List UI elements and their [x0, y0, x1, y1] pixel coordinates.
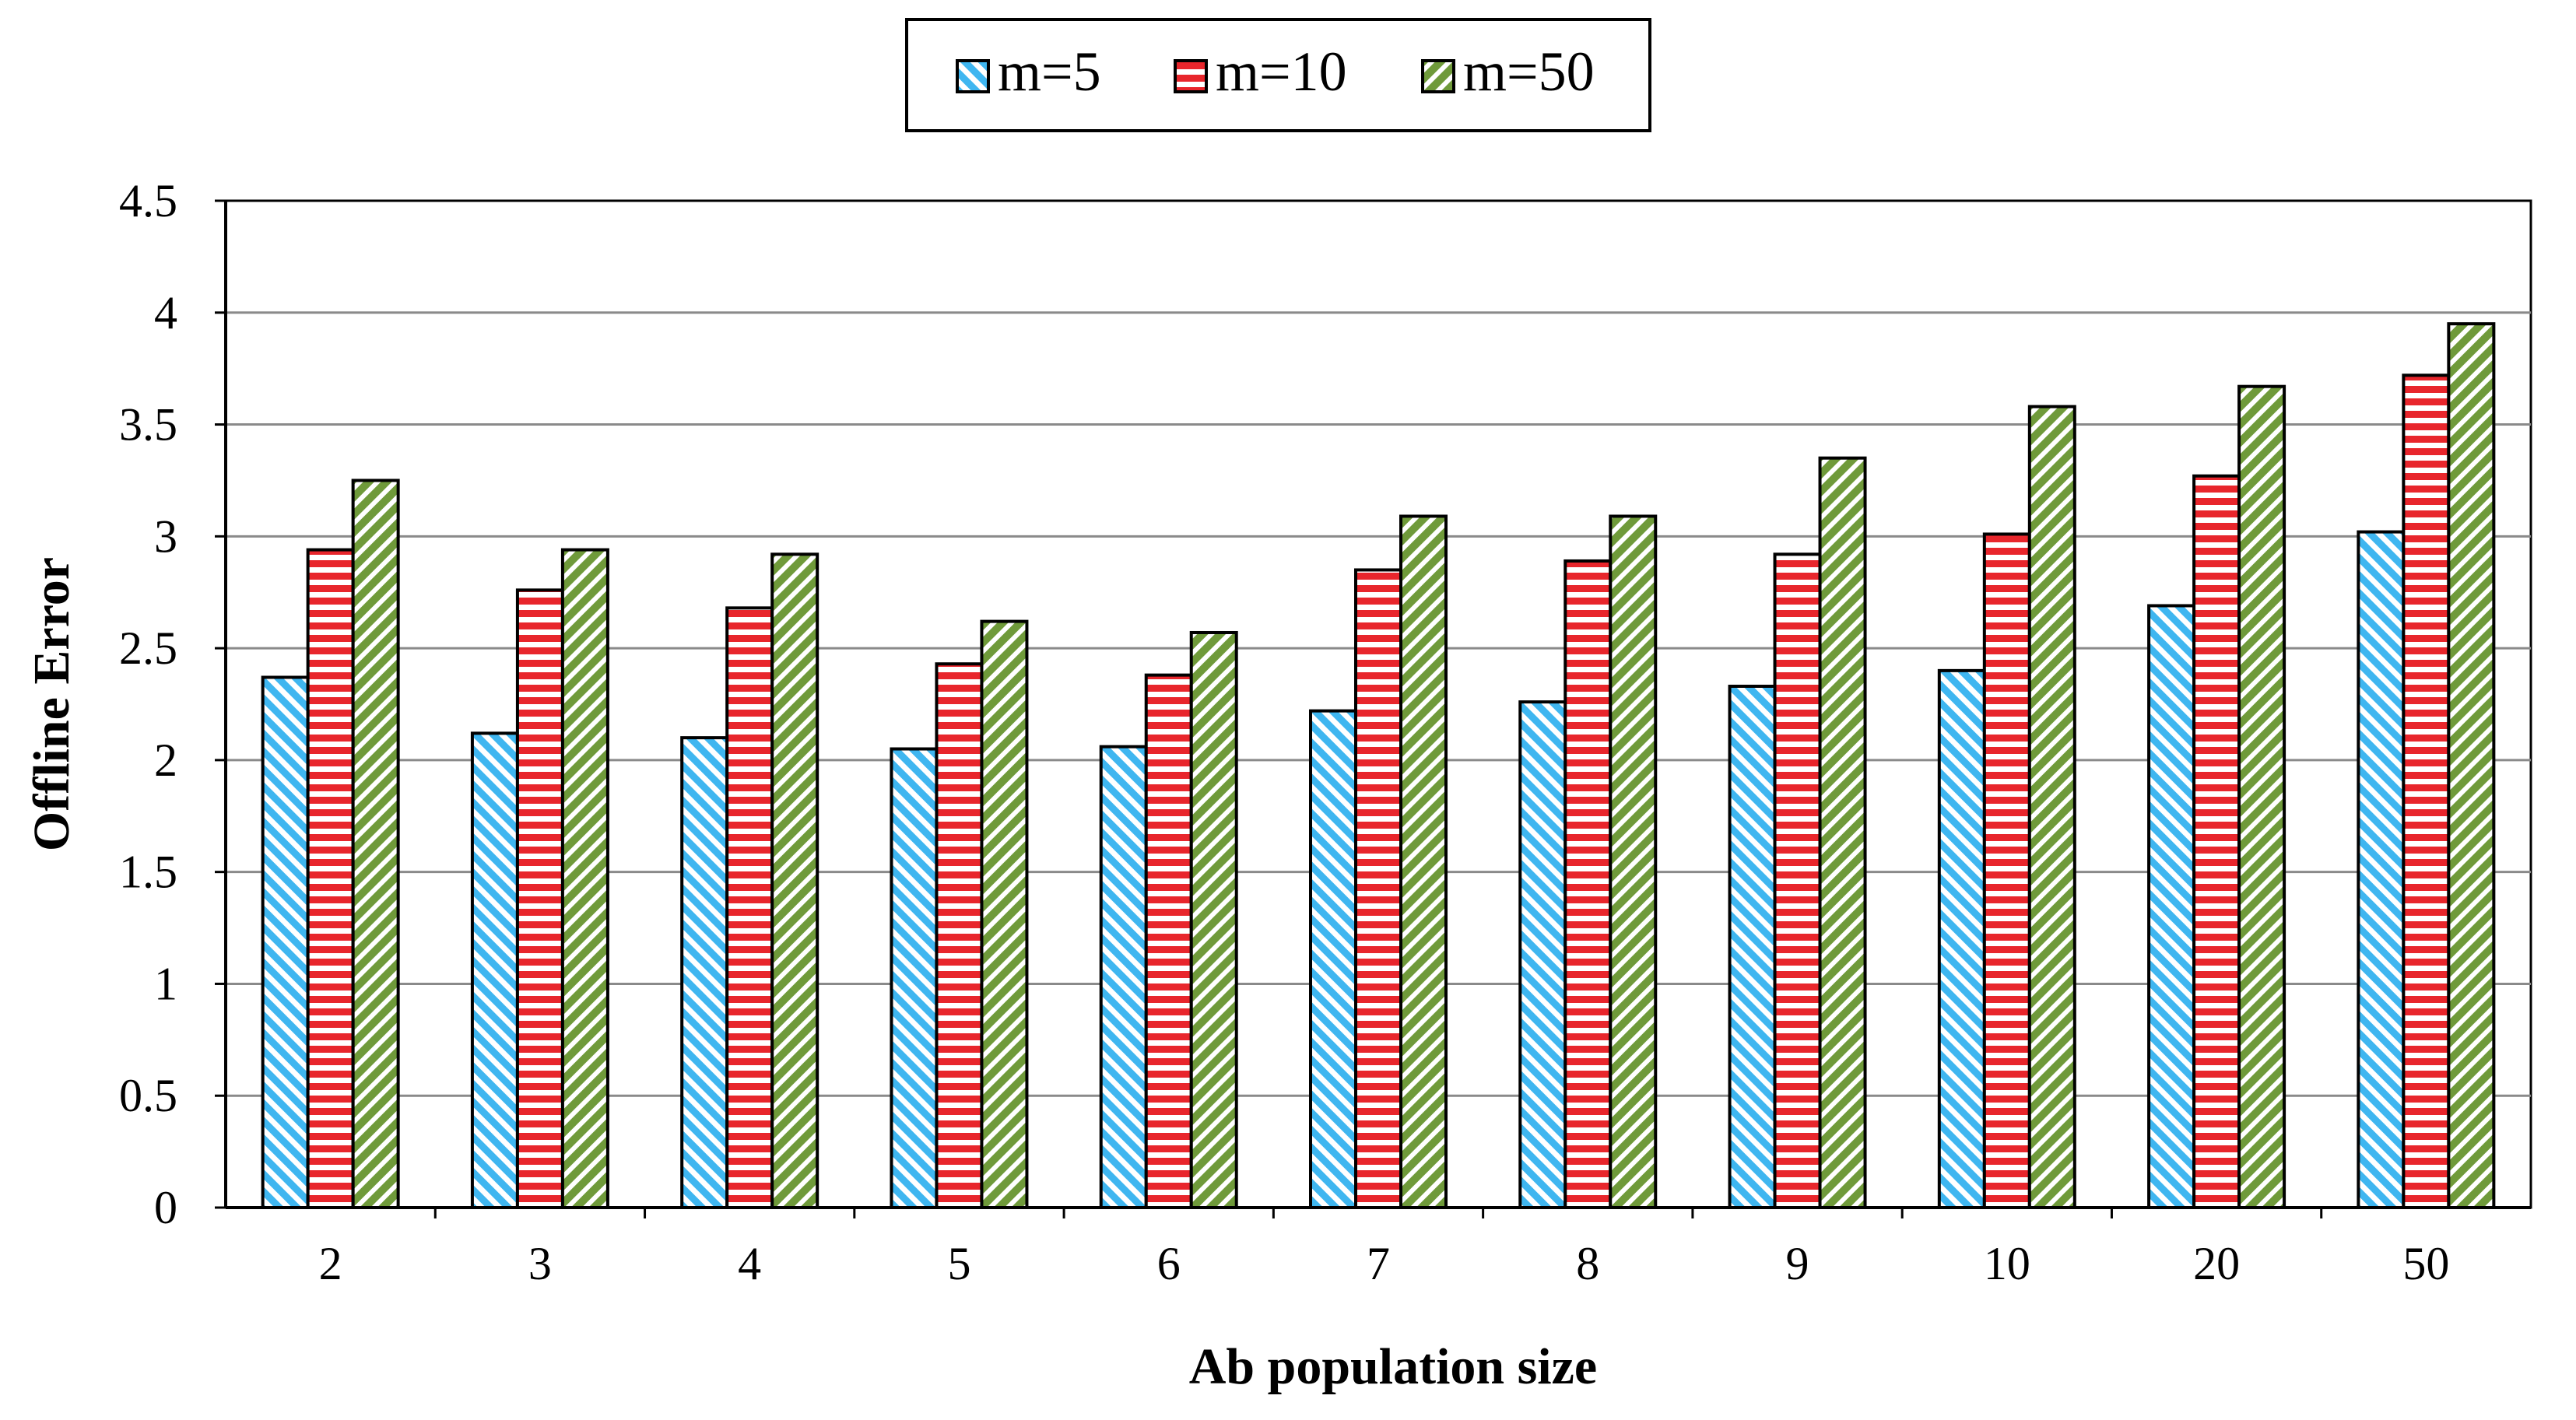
bar-m5-6: [1099, 745, 1148, 1209]
legend-frame: [905, 18, 1651, 132]
bar-m10-50: [2402, 373, 2451, 1209]
bar-m10-4: [725, 606, 774, 1209]
legend-swatch-m5: [956, 59, 990, 93]
bar-m10-10: [1982, 532, 2031, 1209]
bar-m50-8: [1609, 514, 1658, 1209]
x-tick-label: 7: [1367, 1238, 1390, 1289]
legend-swatch-m50: [1421, 59, 1455, 93]
x-tick-label: 3: [528, 1238, 552, 1289]
y-tick-label: 4.5: [119, 175, 177, 226]
legend-label-m50: m=50: [1463, 40, 1595, 103]
bar-m5-10: [1937, 668, 1986, 1209]
bar-m10-3: [515, 588, 564, 1209]
bars: [261, 322, 2496, 1210]
bar-m10-9: [1773, 552, 1822, 1209]
bar-m5-7: [1309, 709, 1357, 1209]
x-tick-label: 50: [2402, 1238, 2449, 1289]
x-tick-label: 6: [1157, 1238, 1181, 1289]
y-tick-label: 0: [154, 1182, 177, 1233]
bar-m5-2: [261, 675, 310, 1209]
bar-m5-9: [1728, 684, 1777, 1209]
x-axis-title: Ab population size: [1189, 1338, 1597, 1395]
bar-m50-50: [2447, 322, 2496, 1210]
x-tick-label: 20: [2193, 1238, 2240, 1289]
y-tick-label: 2.5: [119, 622, 177, 674]
bar-m50-7: [1399, 514, 1448, 1209]
x-tick-label: 10: [1984, 1238, 2030, 1289]
y-tick-label: 0.5: [119, 1070, 177, 1121]
x-axis-ticks: 2 3 4 5 6 7 8 9 10 20 50: [319, 1208, 2449, 1289]
bar-m10-8: [1563, 559, 1613, 1209]
legend-swatch-m10: [1174, 59, 1208, 93]
bar-m10-2: [306, 548, 355, 1209]
y-tick-label: 1: [154, 958, 177, 1009]
y-axis-title: Offline Error: [23, 557, 80, 851]
bar-m10-5: [935, 662, 984, 1209]
bar-m50-10: [2027, 405, 2076, 1209]
x-tick-label: 5: [947, 1238, 970, 1289]
y-tick-label: 4: [154, 287, 177, 338]
bar-m50-2: [351, 479, 400, 1209]
bar-m5-50: [2357, 530, 2406, 1209]
legend-label-m10: m=10: [1216, 40, 1347, 103]
bar-m50-4: [770, 552, 819, 1209]
bar-m50-6: [1189, 630, 1238, 1209]
y-tick-label: 1.5: [119, 847, 177, 898]
bar-m5-4: [680, 736, 729, 1209]
legend-label-m5: m=5: [998, 40, 1101, 103]
bar-m50-5: [980, 619, 1029, 1209]
bar-m10-20: [2192, 474, 2241, 1209]
bar-m5-3: [470, 731, 519, 1209]
x-tick-label: 4: [738, 1238, 761, 1289]
y-tick-label: 3.5: [119, 399, 177, 451]
bar-m50-20: [2237, 384, 2286, 1209]
bar-m5-20: [2147, 604, 2196, 1209]
legend: m=5 m=10 m=50: [905, 18, 1651, 132]
bar-m50-3: [560, 548, 609, 1209]
y-axis-ticks: 0 0.5 1 1.5 2 2.5 3 3.5 4 4.5: [119, 175, 226, 1233]
bar-m10-6: [1144, 673, 1193, 1209]
bar-m10-7: [1354, 568, 1402, 1209]
x-tick-label: 9: [1786, 1238, 1809, 1289]
bar-m5-5: [890, 747, 939, 1209]
y-tick-label: 3: [154, 510, 177, 562]
y-tick-label: 2: [154, 735, 177, 786]
bar-m5-8: [1518, 700, 1567, 1209]
x-tick-label: 2: [319, 1238, 342, 1289]
bar-m50-9: [1818, 456, 1867, 1209]
x-tick-label: 8: [1576, 1238, 1599, 1289]
